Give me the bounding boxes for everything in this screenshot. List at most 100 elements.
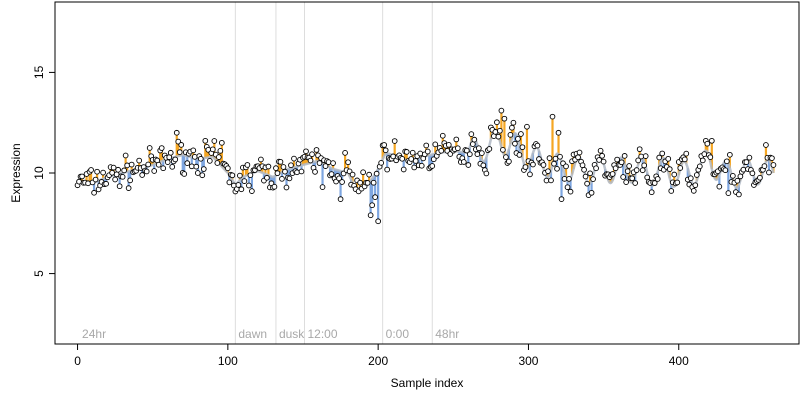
data-point: [584, 180, 590, 187]
axis-titles: Sample index Expression: [9, 143, 463, 390]
data-point: [417, 150, 424, 157]
data-points: [74, 107, 777, 225]
data-point: [522, 164, 529, 170]
data-point: [727, 151, 733, 158]
data-point: [519, 144, 526, 151]
data-point: [291, 155, 297, 162]
data-point: [264, 174, 270, 181]
data-point: [554, 165, 560, 172]
data-point: [85, 180, 91, 187]
data-point: [127, 177, 134, 184]
data-point: [184, 160, 191, 166]
data-point: [282, 168, 288, 175]
data-point: [173, 129, 180, 136]
data-point: [211, 138, 218, 144]
x-tick-label-2: 200: [368, 354, 388, 368]
data-point: [209, 146, 216, 153]
data-point: [238, 186, 245, 193]
data-point: [167, 149, 174, 156]
marker-annotations: 24hr dawn dusk 12:00 0:00 48hr: [82, 327, 459, 341]
data-point: [199, 172, 206, 179]
data-point: [549, 113, 556, 120]
data-point: [769, 155, 775, 162]
data-point: [190, 147, 197, 154]
marker-label-3: 12:00: [308, 327, 338, 341]
data-point: [540, 162, 547, 168]
data-point: [349, 171, 356, 178]
data-point: [576, 149, 583, 156]
data-point: [328, 171, 335, 177]
data-point: [158, 145, 165, 151]
data-point: [423, 142, 430, 149]
data-point: [124, 162, 130, 169]
data-point: [746, 154, 753, 161]
data-point: [411, 164, 418, 171]
x-tick-label-1: 100: [218, 354, 238, 368]
data-point: [609, 171, 616, 177]
data-point: [112, 176, 118, 183]
data-point: [546, 155, 553, 162]
data-point: [581, 166, 587, 173]
data-point: [763, 142, 769, 148]
data-point: [736, 191, 742, 198]
data-point: [125, 185, 132, 192]
data-point: [716, 183, 723, 190]
data-point: [579, 162, 586, 169]
data-point: [151, 168, 158, 174]
axes: 0 100 200 300 400 5 10 15: [32, 65, 689, 368]
data-point: [258, 156, 264, 163]
data-point: [516, 152, 523, 158]
data-point: [432, 141, 439, 148]
data-point: [298, 168, 305, 175]
data-point: [510, 119, 517, 126]
data-point: [551, 160, 557, 167]
data-point: [692, 182, 699, 189]
data-point: [103, 180, 109, 187]
data-point: [492, 129, 499, 135]
data-point: [479, 150, 485, 156]
data-point: [651, 180, 658, 186]
data-point: [468, 131, 475, 137]
y-axis-label: Expression: [9, 143, 23, 202]
data-point: [169, 163, 176, 170]
data-point: [403, 149, 410, 155]
data-point: [614, 156, 620, 163]
data-point: [409, 149, 416, 156]
data-point: [273, 165, 279, 172]
data-point: [235, 182, 242, 188]
data-point: [530, 161, 536, 168]
data-point: [722, 167, 729, 174]
data-point: [429, 163, 436, 169]
data-point: [593, 165, 599, 172]
marker-label-1: dawn: [238, 327, 267, 341]
data-point: [761, 163, 768, 169]
data-point: [466, 151, 473, 158]
data-point: [668, 188, 675, 194]
data-point: [172, 156, 179, 163]
data-point: [79, 173, 85, 180]
data-point: [629, 175, 636, 182]
data-point: [518, 131, 524, 137]
data-point: [567, 188, 574, 195]
data-point: [119, 173, 126, 180]
data-point: [218, 139, 225, 146]
data-point: [749, 170, 756, 177]
data-point: [181, 171, 188, 177]
data-point: [244, 162, 251, 168]
data-point: [215, 154, 222, 160]
data-point: [503, 154, 509, 160]
data-point: [313, 147, 320, 153]
data-point: [707, 154, 714, 161]
data-point: [279, 175, 285, 182]
data-point: [639, 167, 646, 174]
data-point: [375, 218, 382, 225]
data-point: [378, 159, 385, 166]
data-point: [237, 172, 243, 179]
data-point: [438, 147, 445, 154]
data-point: [624, 168, 631, 175]
data-point: [681, 156, 688, 163]
data-point: [507, 131, 514, 138]
data-point: [659, 150, 666, 157]
data-point: [696, 163, 703, 170]
